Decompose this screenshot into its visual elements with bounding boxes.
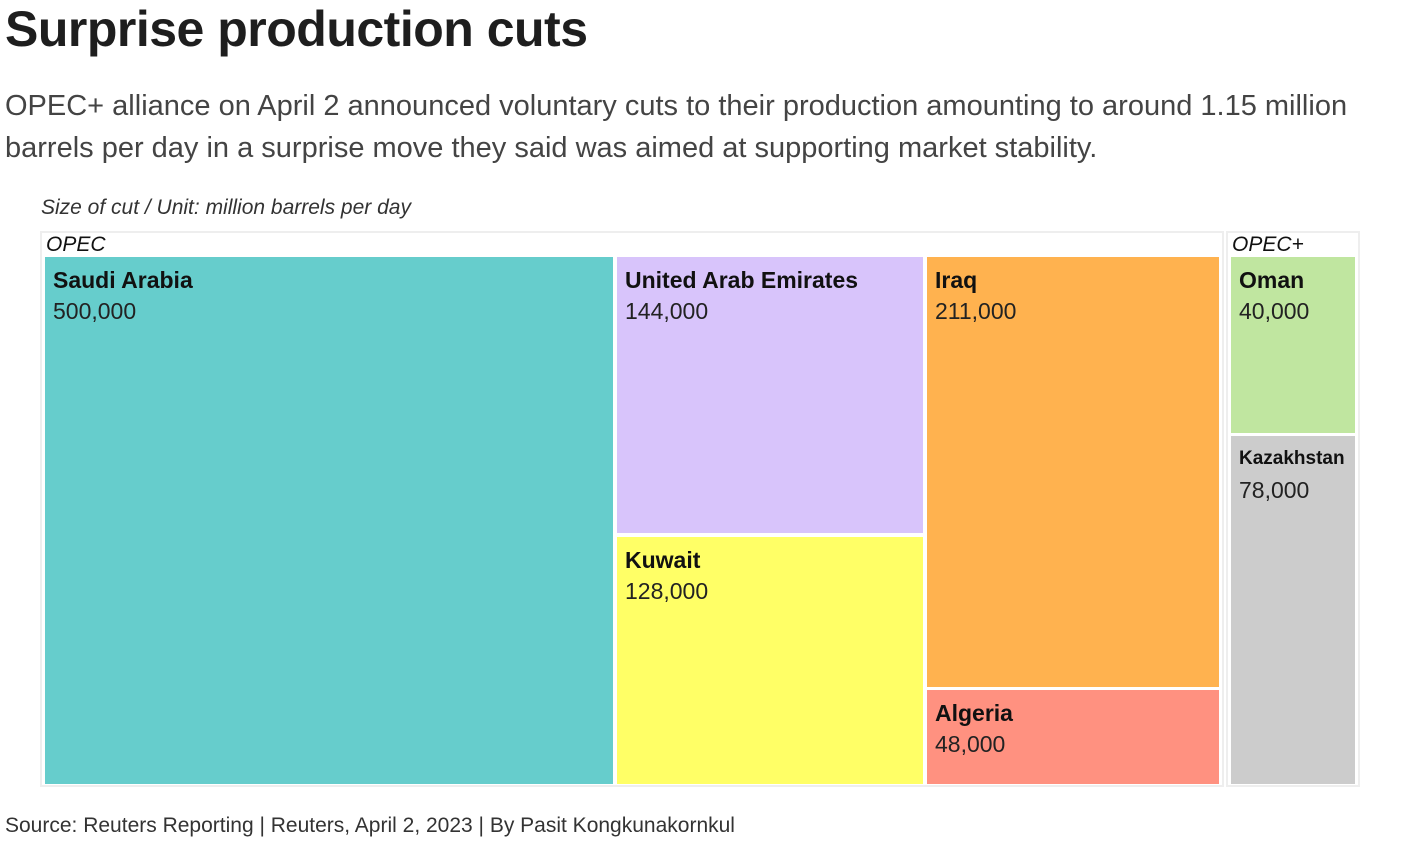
unit-label: Size of cut / Unit: million barrels per … <box>41 196 411 219</box>
cell-value: 500,000 <box>53 298 137 324</box>
cell-value: 128,000 <box>625 578 709 604</box>
cell-name: United Arab Emirates <box>625 267 859 293</box>
cell-iraq: Iraq 211,000 <box>927 257 1219 687</box>
cell-name: Saudi Arabia <box>53 267 193 293</box>
cell-saudi-arabia: Saudi Arabia 500,000 <box>45 257 613 784</box>
cell-name: Algeria <box>935 700 1013 726</box>
cell-name: Kazakhstan <box>1239 448 1345 469</box>
cell-kuwait: Kuwait 128,000 <box>617 537 923 784</box>
group-label: OPEC <box>46 233 106 256</box>
cell-algeria: Algeria 48,000 <box>927 690 1219 784</box>
cell-oman: Oman 40,000 <box>1231 257 1355 433</box>
cell-name: Iraq <box>935 267 978 293</box>
cell-value: 144,000 <box>625 298 709 324</box>
cell-value: 40,000 <box>1239 298 1310 324</box>
chart-title: Surprise production cuts <box>5 1 588 57</box>
group-label: OPEC+ <box>1232 233 1304 256</box>
cell-kazakhstan: Kazakhstan 78,000 <box>1231 436 1355 784</box>
cell-uae: United Arab Emirates 144,000 <box>617 257 923 533</box>
cell-name: Oman <box>1239 267 1305 293</box>
cell-value: 211,000 <box>935 298 1017 324</box>
chart-subtitle: OPEC+ alliance on April 2 announced volu… <box>5 90 1348 164</box>
cell-value: 48,000 <box>935 731 1006 757</box>
cell-value: 78,000 <box>1239 477 1310 503</box>
cell-name: Kuwait <box>625 547 701 573</box>
source-note: Source: Reuters Reporting | Reuters, Apr… <box>5 814 735 837</box>
